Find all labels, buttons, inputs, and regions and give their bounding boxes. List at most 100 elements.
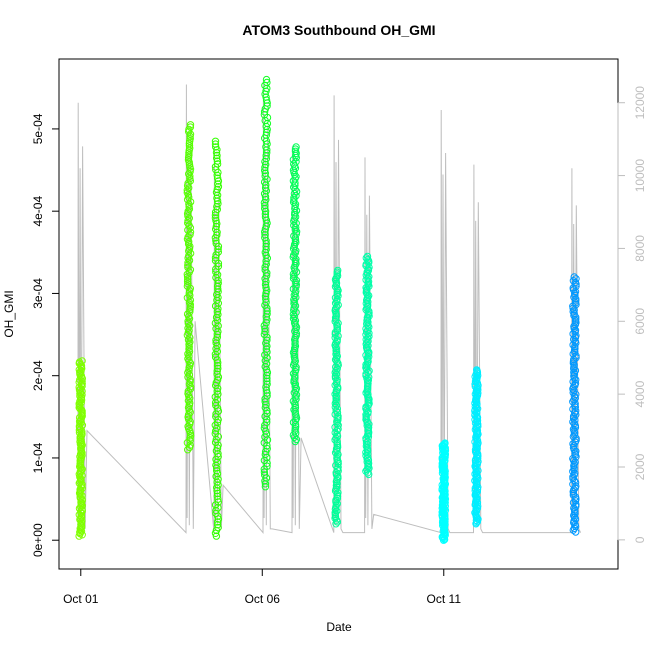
data-point (213, 174, 222, 182)
data-point (211, 214, 220, 222)
data-point (333, 376, 341, 384)
data-point (261, 231, 269, 239)
data-point (334, 472, 342, 481)
data-point (332, 461, 340, 470)
data-point (333, 321, 341, 329)
data-point (332, 274, 341, 282)
data-point (332, 401, 341, 409)
data-point (263, 392, 271, 400)
data-point (440, 448, 449, 456)
data-point (184, 226, 192, 234)
data-point (213, 370, 221, 378)
data-point (262, 152, 270, 160)
data-point (263, 78, 271, 87)
data-point (474, 389, 482, 397)
data-point (184, 319, 193, 328)
data-point (334, 450, 342, 459)
data-point (186, 303, 195, 311)
data-point (262, 251, 270, 260)
data-point (261, 172, 269, 180)
data-point (213, 376, 222, 384)
y-tick-label: 4e-04 (31, 196, 45, 227)
data-point (213, 367, 221, 375)
data-point (364, 337, 372, 345)
data-point (570, 486, 578, 494)
right-y-tick-label: 0 (633, 536, 647, 543)
data-point (213, 157, 222, 165)
data-point (333, 430, 341, 439)
data-point (334, 421, 342, 429)
data-point (291, 147, 300, 156)
data-point (332, 516, 341, 524)
data-point (571, 416, 579, 424)
data-point (213, 489, 222, 498)
data-point (212, 225, 220, 234)
data-point (185, 252, 193, 260)
data-point (333, 438, 341, 446)
data-point (331, 372, 340, 380)
data-point (214, 390, 222, 398)
data-point (185, 160, 194, 169)
data-point (214, 364, 222, 373)
data-point (186, 249, 195, 258)
data-point (571, 379, 580, 388)
data-point (333, 352, 341, 360)
data-point (213, 154, 221, 163)
y-tick-label: 1e-04 (31, 442, 45, 473)
data-point (333, 427, 341, 435)
data-point (571, 458, 579, 466)
data-point (213, 333, 222, 341)
x-tick-label: Oct 11 (427, 592, 462, 606)
data-point (261, 280, 270, 289)
flight-6-points (331, 266, 342, 528)
data-point (185, 142, 194, 150)
data-point (214, 183, 223, 191)
data-point (262, 222, 270, 230)
data-point (186, 121, 195, 129)
data-point (570, 368, 578, 377)
data-point (292, 173, 300, 181)
data-point (261, 471, 269, 479)
data-point (262, 75, 271, 84)
data-point (333, 500, 341, 508)
data-point (473, 379, 482, 387)
data-point (571, 278, 580, 287)
data-point (214, 248, 223, 256)
data-point (569, 383, 578, 391)
data-point (261, 213, 270, 221)
data-point (262, 313, 270, 321)
data-point (214, 495, 222, 503)
data-point (77, 362, 86, 370)
data-point (186, 432, 195, 440)
data-point (570, 511, 578, 520)
data-point (186, 305, 194, 314)
data-point (364, 255, 372, 264)
flight-3-points (211, 137, 223, 540)
altitude-lines (77, 80, 582, 534)
data-point (184, 261, 192, 269)
right-y-tick-label: 12000 (633, 86, 647, 120)
data-point (333, 507, 341, 515)
data-point (332, 370, 341, 378)
x-axis-label: Date (326, 620, 352, 634)
flight-1-points (75, 357, 87, 540)
data-point (184, 156, 193, 164)
right-y-tick-label: 6000 (633, 308, 647, 335)
data-point (572, 275, 580, 283)
data-point (263, 380, 271, 388)
data-point (186, 333, 194, 342)
data-point (570, 517, 578, 525)
data-point (263, 445, 271, 453)
y-tick-label: 2e-04 (31, 360, 45, 391)
data-point (331, 299, 340, 307)
data-point (213, 362, 222, 370)
data-point (570, 420, 578, 428)
data-point (183, 310, 192, 318)
data-point (185, 202, 193, 211)
chart-title: ATOM3 Southbound OH_GMI (242, 22, 435, 38)
data-point (213, 151, 221, 160)
data-point (186, 375, 195, 384)
data-point (290, 194, 298, 202)
data-point (186, 378, 194, 386)
data-point (75, 386, 84, 394)
